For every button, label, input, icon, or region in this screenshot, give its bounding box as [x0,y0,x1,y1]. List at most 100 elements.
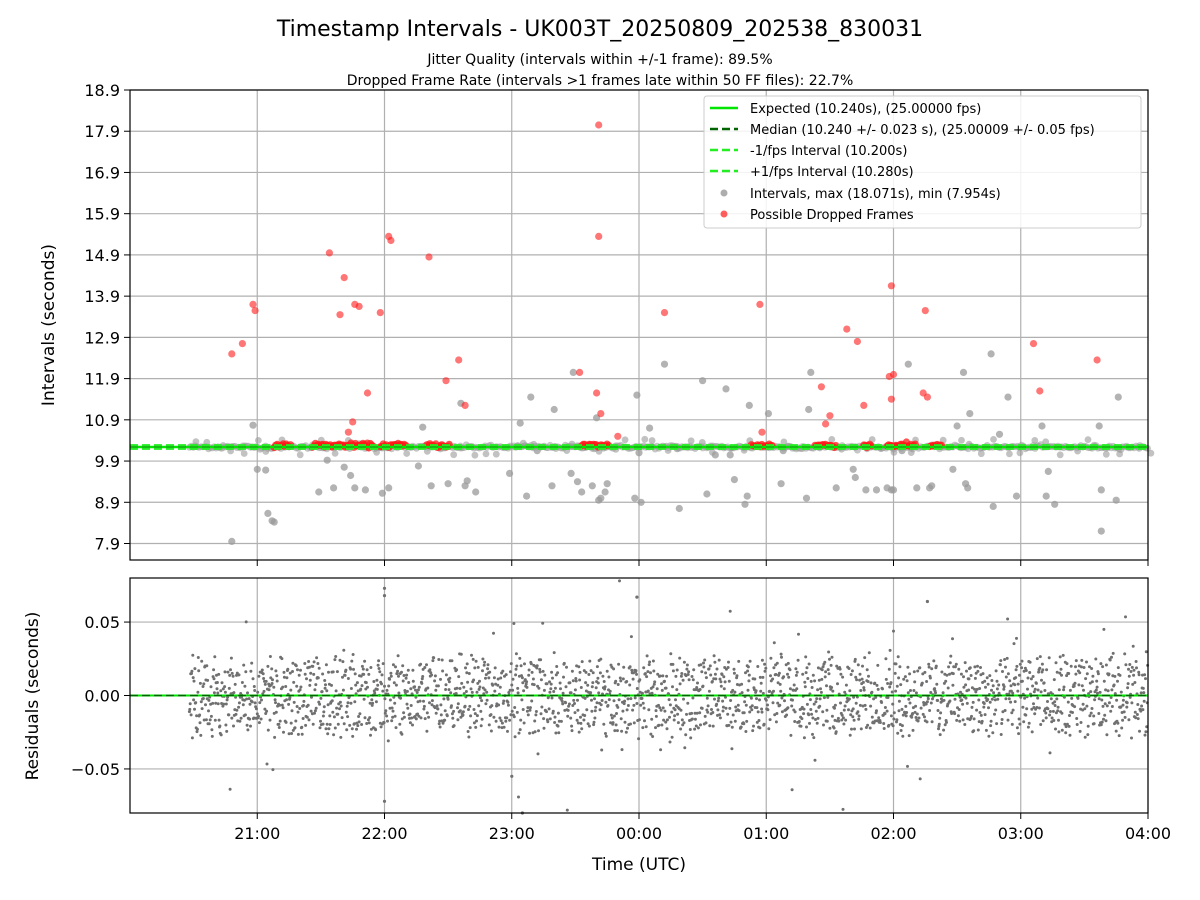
interval-outlier-point [1097,486,1105,494]
residual-point [948,699,952,703]
residual-point [620,729,624,733]
interval-point [1116,450,1123,458]
residual-point [461,710,465,714]
residual-point [304,723,308,727]
residual-point [730,747,734,751]
residual-point [805,666,809,670]
residual-point [635,687,639,690]
dropped-frame-point [340,274,348,282]
residual-point [357,715,361,718]
residual-point [330,699,334,703]
residual-point [693,717,697,721]
residual-point [1099,723,1103,727]
residual-point [260,698,263,702]
residual-point [234,712,238,716]
residual-point [1110,688,1114,692]
residual-point [889,681,893,685]
residual-point [642,666,646,670]
residual-point [816,688,820,692]
residual-point [872,697,876,701]
residual-point [616,683,620,686]
residual-point [665,727,669,731]
residual-point [561,691,565,695]
residual-point [764,666,768,670]
intervals-y-label: Intervals (seconds) [39,244,59,406]
residual-point [1140,704,1144,708]
interval-point [977,450,985,458]
residual-point [1045,668,1049,672]
residual-point [443,709,447,713]
residual-point [410,716,414,720]
residual-point [595,701,599,705]
residual-point [1144,730,1148,734]
legend-minus-fps-label: -1/fps Interval (10.200s) [750,144,907,159]
residual-point [914,704,918,708]
residual-point [1126,682,1130,686]
residual-point [1093,698,1097,702]
residual-point [1054,727,1057,731]
interval-point [450,451,458,459]
interval-outlier-point [444,480,452,488]
dropped-frame-point [1036,387,1044,395]
residual-point [811,732,814,736]
residual-point [516,691,520,695]
residual-point [813,758,817,762]
residual-point [360,723,364,726]
residual-point [569,691,573,695]
residual-point [502,699,506,703]
interval-point [568,440,576,448]
residual-point [1096,691,1099,695]
residual-point [574,679,578,683]
residual-point [266,664,270,668]
residual-point [318,726,322,730]
residual-point [1056,709,1060,713]
residual-point [487,723,491,727]
residual-point [1053,704,1057,707]
residual-point [1011,691,1015,695]
residual-point [411,679,415,683]
residual-point [892,711,896,715]
residual-point [254,707,258,711]
residual-point [1044,716,1048,720]
residual-point [520,698,524,702]
residual-point [589,669,593,673]
residual-point [1078,729,1082,733]
residual-point [338,700,342,704]
residual-point [1097,697,1101,701]
residual-point [192,679,196,683]
residual-point [1034,681,1038,685]
residual-point [911,728,915,732]
residual-point [1050,716,1054,720]
residual-point [1060,711,1064,715]
residual-point [550,696,554,700]
residual-point [708,664,712,668]
residual-point [245,723,249,727]
residual-point [389,674,393,678]
dropped-frame-point [756,300,764,308]
residual-point [288,671,292,675]
legend-dropped-swatch [720,210,728,218]
interval-outlier-point [637,498,645,506]
residual-point [895,684,899,688]
residual-point [549,682,553,686]
residual-point [913,710,917,714]
residual-point [541,621,545,625]
residual-point [212,691,216,695]
residual-point [454,692,458,695]
residual-point [590,698,593,702]
residual-point [843,690,847,694]
residual-point [435,704,439,708]
residual-point [802,736,806,740]
residual-point [328,714,332,718]
residual-point [906,764,909,768]
residual-point [592,720,596,724]
residual-point [416,712,420,716]
residual-point [925,720,929,724]
residual-point [991,684,995,688]
residual-point [207,709,210,713]
residual-point [1105,733,1109,737]
residual-point [198,713,202,717]
interval-point [403,450,411,457]
intervals-y-tick-label: 12.9 [84,328,120,347]
residual-point [980,719,984,723]
